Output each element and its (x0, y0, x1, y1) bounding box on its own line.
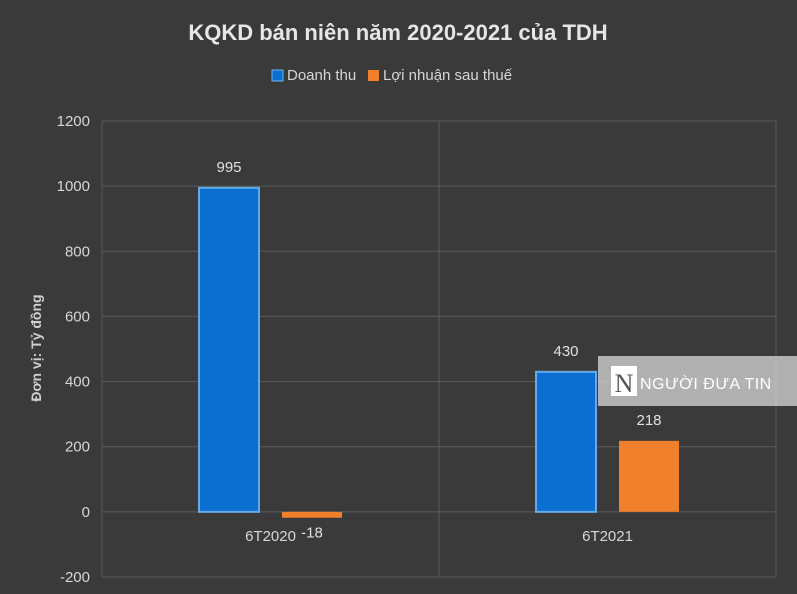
y-tick-label: 600 (65, 308, 90, 325)
y-tick-label: 200 (65, 439, 90, 456)
legend-swatch (368, 70, 379, 81)
y-tick-label: 800 (65, 243, 90, 260)
chart-title: KQKD bán niên năm 2020-2021 của TDH (188, 20, 607, 45)
data-label: 218 (636, 412, 661, 429)
y-tick-label: 0 (82, 504, 90, 521)
y-tick-label: 400 (65, 374, 90, 391)
watermark-text: NGƯỜI ĐƯA TIN (640, 374, 772, 393)
bar-profit (282, 511, 342, 518)
bar-revenue (198, 186, 260, 513)
data-label: 995 (216, 159, 241, 176)
bars (198, 186, 679, 518)
x-tick-label: 6T2020 (245, 528, 296, 545)
y-tick-label: -200 (60, 569, 90, 586)
y-axis-label: Đơn vị: Tỷ đồng (28, 294, 44, 401)
legend-label: Lợi nhuận sau thuế (383, 67, 513, 84)
data-label: 430 (553, 343, 578, 360)
legend: Doanh thu Lợi nhuận sau thuế (271, 67, 513, 84)
watermark-logo-letter: N (615, 369, 634, 398)
data-label: -18 (301, 525, 323, 542)
legend-swatch (271, 69, 284, 82)
y-tick-label: 1200 (57, 113, 90, 130)
data-labels: 995 -18 430 218 (216, 159, 661, 542)
y-tick-label: 1000 (57, 178, 90, 195)
legend-label: Doanh thu (287, 67, 356, 84)
bar-revenue (535, 370, 597, 513)
watermark: N NGƯỜI ĐƯA TIN (598, 356, 797, 406)
y-axis-ticks: -200 0 200 400 600 800 1000 1200 (57, 113, 90, 586)
x-tick-label: 6T2021 (582, 528, 633, 545)
watermark-logo-box (611, 366, 637, 396)
bar-profit (619, 440, 679, 512)
x-axis-ticks: 6T2020 6T2021 (245, 528, 633, 545)
